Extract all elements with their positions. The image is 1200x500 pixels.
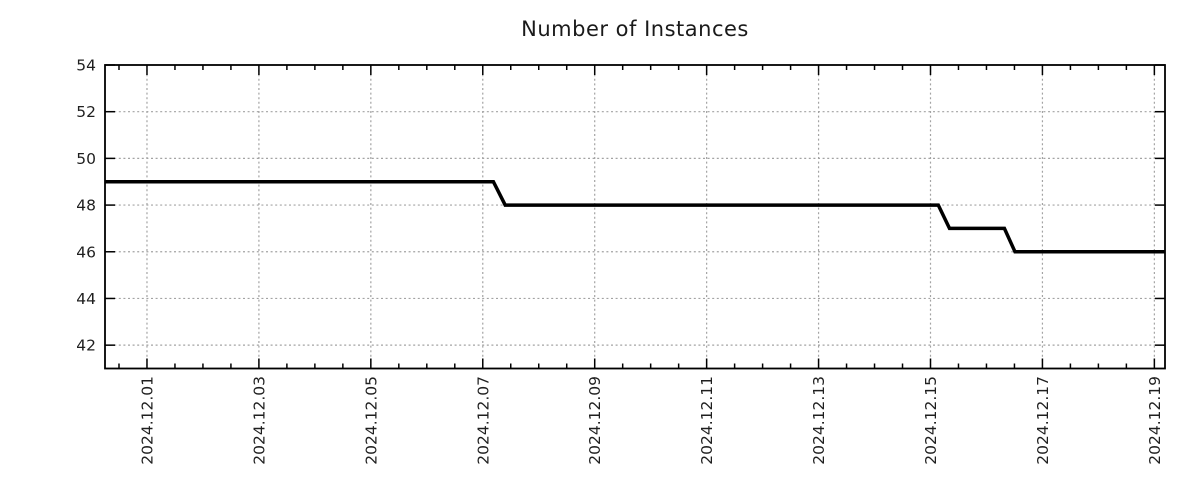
x-tick-label: 2024.12.03 <box>250 376 268 465</box>
axis-labels: 42 44 46 48 50 52 54 2024.12.01 2024.12.03 2024.1… <box>76 57 1164 465</box>
y-tick-label: 42 <box>76 337 96 355</box>
x-tick-label: 2024.12.11 <box>698 376 716 465</box>
y-tick-label: 48 <box>76 197 96 215</box>
data-series <box>105 179 1165 254</box>
instances-step-line <box>105 179 1165 254</box>
x-tick-label: 2024.12.05 <box>362 376 380 465</box>
x-tick-label: 2024.12.01 <box>139 376 157 465</box>
axis-ticks <box>105 64 1165 369</box>
x-tick-label: 2024.12.07 <box>474 376 492 465</box>
chart-title: Number of Instances <box>521 17 749 41</box>
x-tick-label: 2024.12.13 <box>810 376 828 465</box>
x-tick-label: 2024.12.09 <box>586 376 604 465</box>
grid-lines <box>105 65 1165 369</box>
x-tick-label: 2024.12.15 <box>922 376 940 465</box>
x-tick-label: 2024.12.19 <box>1146 376 1164 465</box>
y-tick-label: 50 <box>76 150 96 168</box>
plot-border <box>104 64 1166 370</box>
y-tick-label: 52 <box>76 103 96 121</box>
y-tick-label: 54 <box>76 57 96 75</box>
y-tick-label: 46 <box>76 243 96 261</box>
plot-frame <box>104 64 1166 370</box>
x-tick-label: 2024.12.17 <box>1034 376 1052 465</box>
y-tick-label: 44 <box>76 290 96 308</box>
